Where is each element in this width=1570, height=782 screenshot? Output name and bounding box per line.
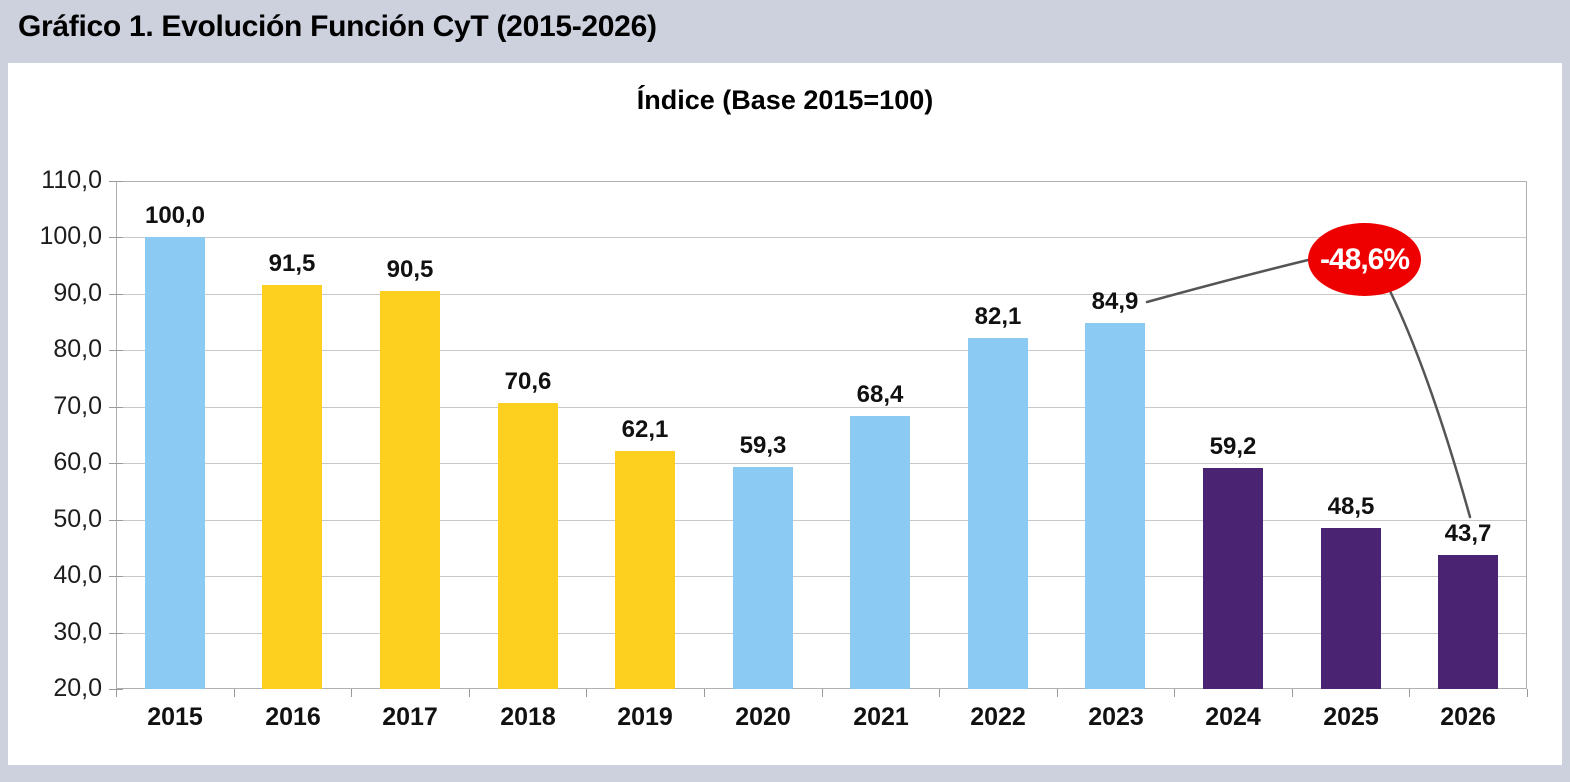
x-tick-label: 2025 [1323,703,1379,731]
grid-line [116,520,1527,521]
bar-2021 [850,416,910,689]
x-axis-tick [939,689,940,697]
bar-2015 [145,237,205,689]
y-tick-label: 60,0 [53,448,102,476]
x-axis-tick [234,689,235,697]
bar-2016 [262,285,322,689]
x-axis-tick [1527,689,1528,697]
x-tick-label: 2015 [147,703,203,731]
y-axis-tick [109,463,123,464]
bar-2019 [615,451,675,689]
x-axis-tick [704,689,705,697]
grid-line [116,633,1527,634]
y-tick-label: 50,0 [53,505,102,533]
bar-2025 [1321,528,1381,689]
x-axis-tick [351,689,352,697]
x-tick-label: 2022 [970,703,1026,731]
bar-value-label: 48,5 [1327,493,1375,520]
x-axis-tick [116,689,117,697]
grid-line [116,576,1527,577]
plot-frame [116,181,1527,689]
bar-value-label: 43,7 [1444,520,1492,547]
x-tick-label: 2018 [500,703,556,731]
x-axis-tick [469,689,470,697]
x-axis-tick [1292,689,1293,697]
x-axis-tick [822,689,823,697]
y-tick-label: 110,0 [41,166,102,194]
grid-line [116,463,1527,464]
y-axis-tick [109,520,123,521]
bar-2026 [1438,555,1498,689]
y-axis-tick [109,633,123,634]
chart-header-title: Gráfico 1. Evolución Función CyT (2015-2… [18,10,657,43]
y-axis-tick [109,407,123,408]
bar-value-label: 59,3 [739,432,787,459]
x-tick-label: 2021 [853,703,909,731]
bar-value-label: 82,1 [974,303,1022,330]
y-axis-tick [109,181,123,182]
x-tick-label: 2020 [735,703,791,731]
bar-value-label: 62,1 [621,416,669,443]
bar-2020 [733,467,793,689]
x-axis-tick [1057,689,1058,697]
bar-value-label: 91,5 [268,250,316,277]
annotation-label: -48,6% [1319,242,1410,276]
y-tick-label: 30,0 [53,618,102,646]
bar-value-label: 59,2 [1209,433,1257,460]
chart-panel: Índice (Base 2015=100) 20,0 30,0 40,0 50,0 6… [8,63,1562,765]
y-tick-label: 100,0 [39,222,102,250]
y-tick-label: 40,0 [53,561,102,589]
y-tick-label: 70,0 [53,392,102,420]
y-axis-tick [109,294,123,295]
bar-value-label: 90,5 [386,256,434,283]
y-axis-tick [109,237,123,238]
x-tick-label: 2024 [1205,703,1261,731]
x-axis-tick [1174,689,1175,697]
bar-2018 [498,403,558,689]
bar-value-label: 84,9 [1091,288,1139,315]
x-tick-label: 2017 [382,703,438,731]
grid-line [116,237,1527,238]
y-tick-label: 90,0 [53,279,102,307]
bar-value-label: 70,6 [504,368,552,395]
x-tick-label: 2019 [617,703,673,731]
y-axis-tick [109,576,123,577]
y-tick-label: 80,0 [53,335,102,363]
annotation-bubble: -48,6% [1308,223,1421,296]
y-tick-label: 20,0 [53,674,102,702]
grid-line [116,407,1527,408]
bar-2022 [968,338,1028,689]
chart-subtitle: Índice (Base 2015=100) [636,85,934,115]
grid-line [116,294,1527,295]
bar-2017 [380,291,440,689]
x-tick-label: 2023 [1088,703,1144,731]
x-tick-label: 2016 [265,703,321,731]
bar-2024 [1203,468,1263,689]
bar-value-label: 100,0 [144,202,206,229]
grid-line [116,350,1527,351]
x-axis-tick [586,689,587,697]
x-axis-tick [1409,689,1410,697]
bar-2023 [1085,323,1145,689]
bar-value-label: 68,4 [856,381,904,408]
x-tick-label: 2026 [1440,703,1496,731]
y-axis-tick [109,350,123,351]
